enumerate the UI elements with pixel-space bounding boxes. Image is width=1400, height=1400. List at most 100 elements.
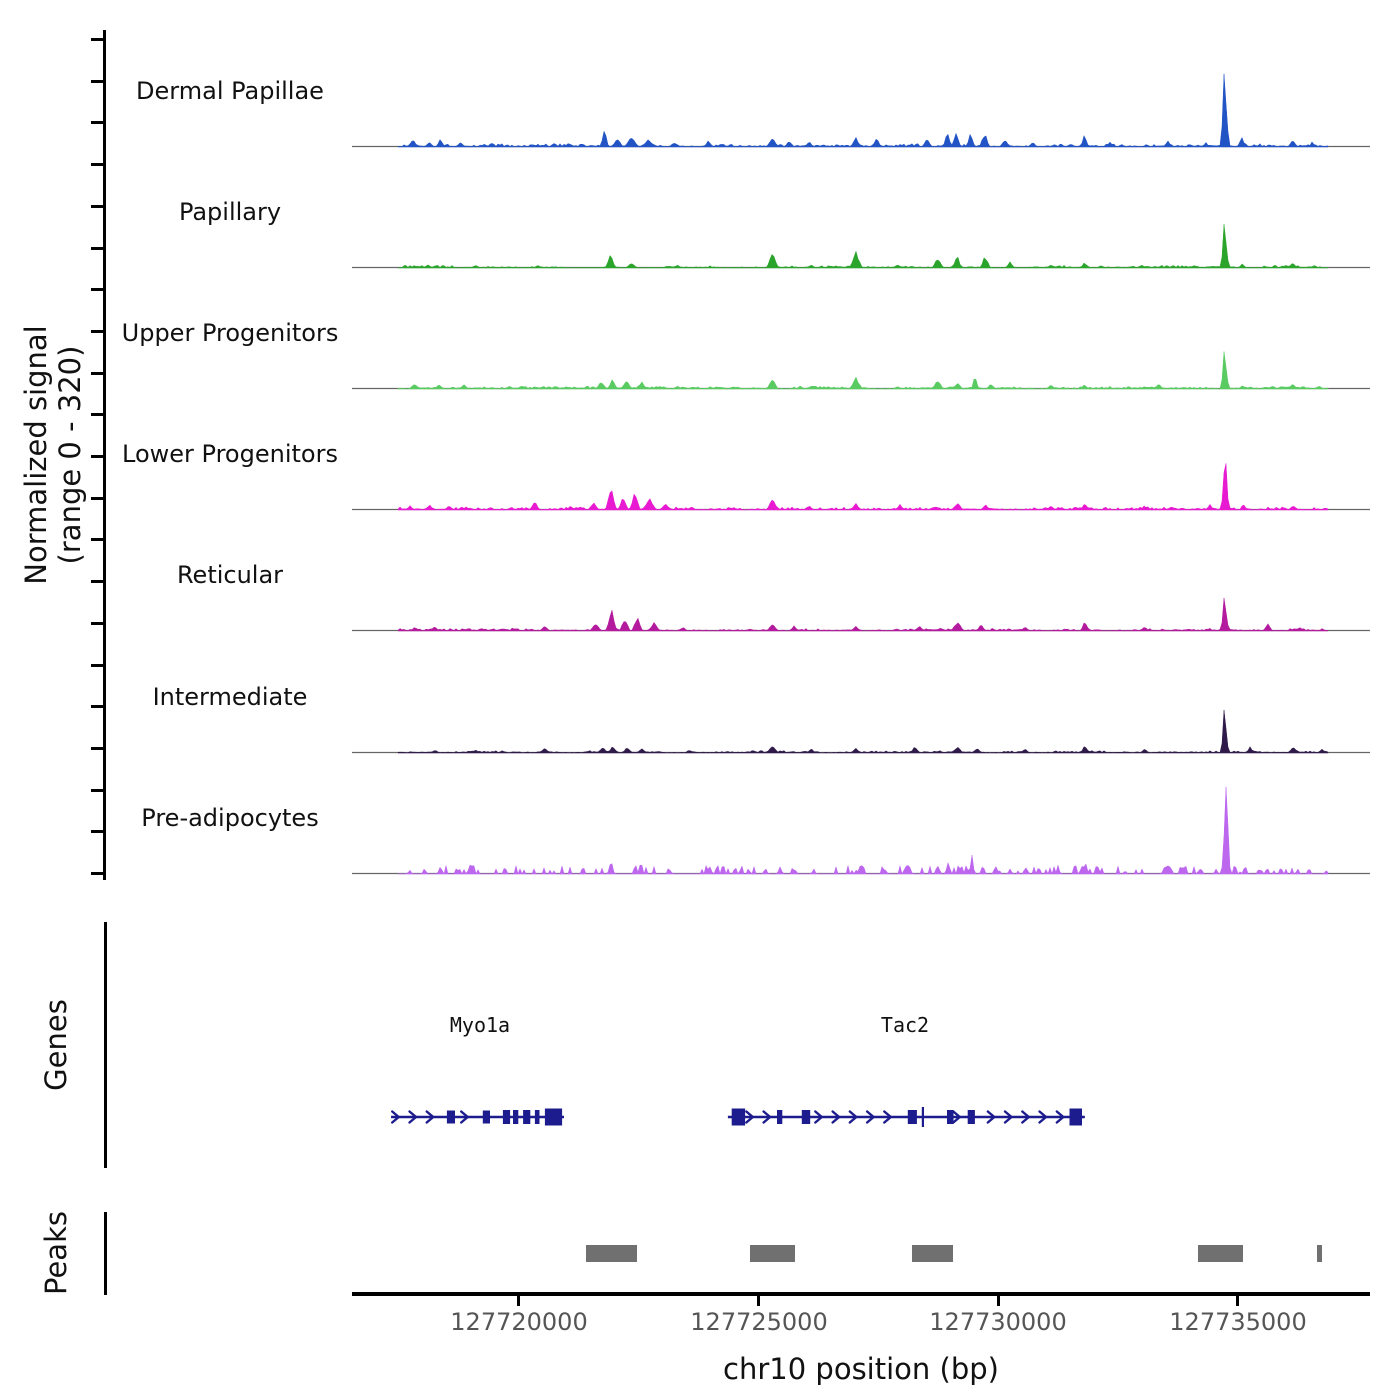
x-axis-tick-label: 127720000 <box>450 1308 588 1336</box>
gene-model-myo1a <box>391 1108 565 1126</box>
signal-area-dermal-papillae <box>397 73 1329 148</box>
signal-axis-tick <box>91 329 103 333</box>
gene-exon <box>502 1110 511 1124</box>
x-axis-tick <box>1236 1296 1239 1306</box>
signal-area-papillary <box>397 224 1329 269</box>
signal-axis-tick <box>91 455 103 458</box>
signal-track-pre-adipocytes <box>352 786 1370 875</box>
y-axis-label-line1: Normalized signal <box>19 325 53 585</box>
strand-arrow-icon <box>1021 1110 1031 1124</box>
gene-exon <box>544 1108 563 1126</box>
x-axis-line <box>352 1292 1370 1296</box>
signal-axis-tick <box>91 38 103 41</box>
signal-area-intermediate <box>397 709 1329 754</box>
signal-axis-tick <box>91 538 103 542</box>
signal-axis-tick <box>91 663 103 667</box>
gene-exon <box>907 1110 917 1124</box>
signal-axis-tick <box>91 371 103 375</box>
signal-axis-tick <box>91 746 103 750</box>
x-axis-tick <box>757 1296 760 1306</box>
signal-axis-tick <box>91 496 103 500</box>
gene-exon <box>534 1110 540 1124</box>
gene-model-tac2 <box>727 1107 1085 1127</box>
x-axis-title: chr10 position (bp) <box>723 1352 999 1386</box>
signal-axis-tick <box>91 788 103 792</box>
signal-axis-tick <box>91 246 103 250</box>
x-axis-tick-label: 127725000 <box>690 1308 828 1336</box>
signal-track-intermediate <box>352 709 1370 754</box>
track-label-intermediate: Intermediate <box>152 683 308 711</box>
peak-interval <box>586 1245 637 1262</box>
peak-interval <box>750 1245 795 1262</box>
track-label-reticular: Reticular <box>176 561 284 589</box>
track-label-dermal-papillae: Dermal Papillae <box>136 77 324 105</box>
gene-label-tac2: Tac2 <box>880 1013 930 1037</box>
gene-label-myo1a: Myo1a <box>449 1013 511 1037</box>
gene-exon <box>967 1110 975 1124</box>
signal-axis-tick <box>91 872 103 875</box>
gene-exon <box>1069 1108 1082 1126</box>
strand-arrow-icon <box>814 1110 824 1124</box>
y-axis-label: Normalized signal (range 0 - 320) <box>19 255 87 655</box>
signal-axis-tick <box>91 705 103 709</box>
signal-axis-tick <box>91 121 103 125</box>
track-label-papillary: Papillary <box>178 198 282 226</box>
gene-exon <box>523 1110 531 1124</box>
signal-area-upper-progenitors <box>397 351 1329 390</box>
signal-area-pre-adipocytes <box>397 786 1329 875</box>
signal-track-reticular <box>352 597 1370 632</box>
peaks-axis-spine <box>104 1212 107 1295</box>
gene-exon <box>801 1110 811 1124</box>
strand-arrow-icon <box>848 1110 859 1124</box>
signal-axis-tick <box>91 621 103 625</box>
x-axis-tick-label: 127730000 <box>929 1308 1067 1336</box>
signal-axis-tick <box>91 413 103 417</box>
strand-arrow-icon <box>408 1110 418 1124</box>
signal-track-dermal-papillae <box>352 73 1370 148</box>
strand-arrow-icon <box>1055 1110 1066 1124</box>
signal-axis-tick <box>91 79 103 83</box>
signal-axis-spine <box>103 30 106 880</box>
strand-arrow-icon <box>391 1110 401 1124</box>
signal-track-papillary <box>352 224 1370 269</box>
strand-arrow-icon <box>1003 1110 1014 1124</box>
strand-arrow-icon <box>1038 1110 1048 1124</box>
signal-axis-tick <box>91 830 103 834</box>
y-axis-label-line2: (range 0 - 320) <box>53 345 87 565</box>
x-axis-tick-label: 127735000 <box>1169 1308 1307 1336</box>
strand-arrow-icon <box>865 1110 876 1124</box>
gene-exon <box>513 1110 519 1124</box>
signal-track-upper-progenitors <box>352 351 1370 390</box>
strand-arrow-icon <box>883 1110 893 1124</box>
signal-axis-tick <box>91 288 103 292</box>
signal-axis-tick <box>91 204 103 208</box>
signal-area-reticular <box>397 597 1329 632</box>
x-axis-tick <box>997 1296 1000 1306</box>
gene-exon <box>921 1107 924 1127</box>
strand-arrow-icon <box>460 1110 470 1124</box>
gene-exon <box>482 1110 490 1124</box>
peaks-section-label: Peaks <box>39 1211 73 1295</box>
gene-exon <box>731 1108 746 1126</box>
peak-interval <box>1198 1245 1243 1262</box>
signal-area-lower-progenitors <box>397 463 1329 511</box>
strand-arrow-icon <box>831 1110 841 1124</box>
genes-svg <box>391 1107 1085 1127</box>
strand-arrow-icon <box>986 1110 997 1124</box>
gene-exon <box>947 1110 954 1124</box>
signal-track-lower-progenitors <box>352 463 1370 511</box>
gene-exon <box>777 1110 783 1124</box>
gene-exon <box>446 1110 455 1124</box>
signal-axis-tick <box>91 163 103 167</box>
strand-arrow-icon <box>425 1110 436 1124</box>
strand-arrow-icon <box>952 1110 962 1124</box>
x-axis-tick <box>517 1296 520 1306</box>
track-label-pre-adipocytes: Pre-adipocytes <box>141 804 319 832</box>
peak-interval <box>1317 1245 1322 1262</box>
strand-arrow-icon <box>745 1110 755 1124</box>
strand-arrow-icon <box>762 1110 772 1124</box>
track-label-upper-progenitors: Upper Progenitors <box>121 319 339 347</box>
genes-axis-spine <box>104 922 107 1168</box>
track-label-lower-progenitors: Lower Progenitors <box>122 440 338 468</box>
signal-axis-tick <box>91 580 103 584</box>
